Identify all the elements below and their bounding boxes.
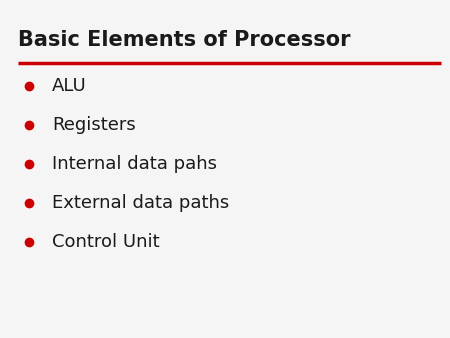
Text: Registers: Registers bbox=[52, 116, 135, 134]
Text: ALU: ALU bbox=[52, 77, 86, 95]
Text: Control Unit: Control Unit bbox=[52, 233, 159, 251]
Text: External data paths: External data paths bbox=[52, 194, 229, 212]
Text: Internal data pahs: Internal data pahs bbox=[52, 155, 217, 173]
Text: Basic Elements of Processor: Basic Elements of Processor bbox=[18, 30, 351, 50]
